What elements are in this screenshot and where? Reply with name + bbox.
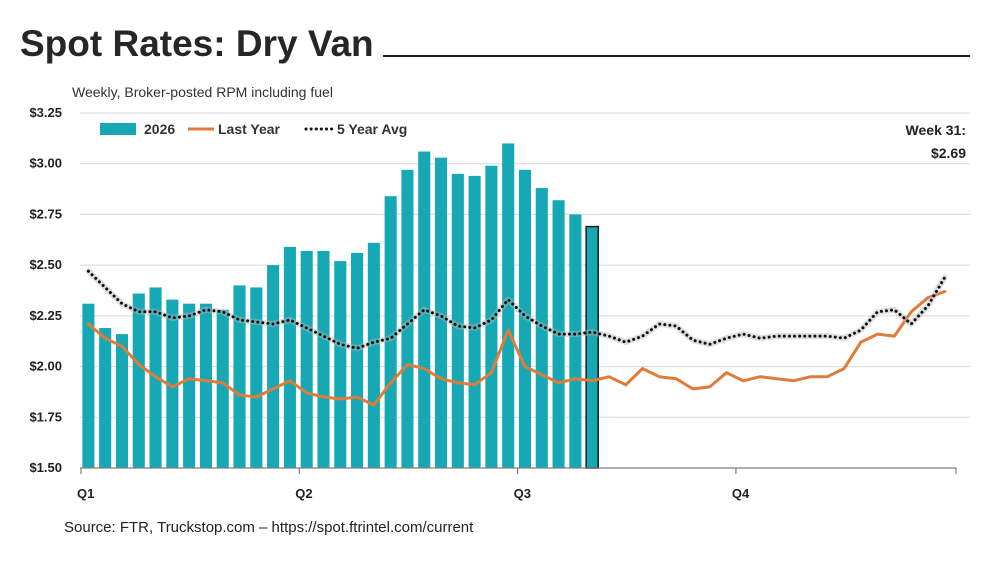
x-tick-label: Q3 [514,486,531,501]
legend-label-5yr-avg: 5 Year Avg [337,121,407,137]
bar [250,287,263,468]
y-tick-label: $2.75 [29,206,62,221]
bar [317,250,330,468]
bar [300,250,313,468]
y-tick-label: $2.50 [29,257,62,272]
annotation-value: $2.69 [931,145,966,161]
bar [485,165,498,468]
bar [183,303,196,468]
bar [569,214,582,468]
bar [502,143,515,468]
bar [468,175,481,468]
bar [585,225,599,469]
bar [267,265,280,468]
y-tick-label: $3.25 [29,105,62,120]
bar [535,188,548,469]
title-underline [383,55,970,57]
x-axis: Q1 Q2 Q3 Q4 [77,467,957,501]
legend: 2026 Last Year 5 Year Avg [100,121,407,137]
page-title: Spot Rates: Dry Van [20,23,374,64]
avg-line [86,269,947,350]
bar [351,252,364,468]
bar [199,303,212,468]
bar [99,328,112,468]
y-axis-labels: $1.50 $1.75 $2.00 $2.25 $2.50 $2.75 $3.00 $3.25 [29,105,62,475]
bar [451,173,464,468]
x-tick-label: Q2 [295,486,312,501]
y-tick-label: $1.75 [29,409,62,424]
y-tick-label: $3.00 [29,156,62,171]
y-tick-label: $1.50 [29,460,62,475]
bar [518,169,532,469]
bar [401,169,414,469]
annotation-week: Week 31: [906,122,966,138]
y-tick-label: $2.00 [29,359,62,374]
x-tick-label: Q1 [77,486,94,501]
bar [216,309,229,468]
bar [132,293,145,468]
legend-label-last-year: Last Year [218,121,281,137]
chart-subtitle: Weekly, Broker-posted RPM including fuel [72,84,333,100]
bar [233,285,246,468]
x-tick-label: Q4 [732,486,750,501]
last-year-line [86,290,947,407]
bar [166,299,179,468]
bar [283,246,296,468]
bar [367,242,380,468]
bars-2026 [82,143,599,469]
legend-label-2026: 2026 [144,121,175,137]
bar [115,334,129,468]
bar [82,303,95,468]
bar [334,261,347,468]
bar [434,157,448,468]
y-tick-label: $2.25 [29,308,62,323]
series-lines [85,268,948,407]
source-note: Source: FTR, Truckstop.com – https://spo… [64,519,474,536]
bar [384,196,397,468]
annotation: Week 31: $2.69 [906,122,967,161]
legend-swatch-2026 [100,123,136,135]
